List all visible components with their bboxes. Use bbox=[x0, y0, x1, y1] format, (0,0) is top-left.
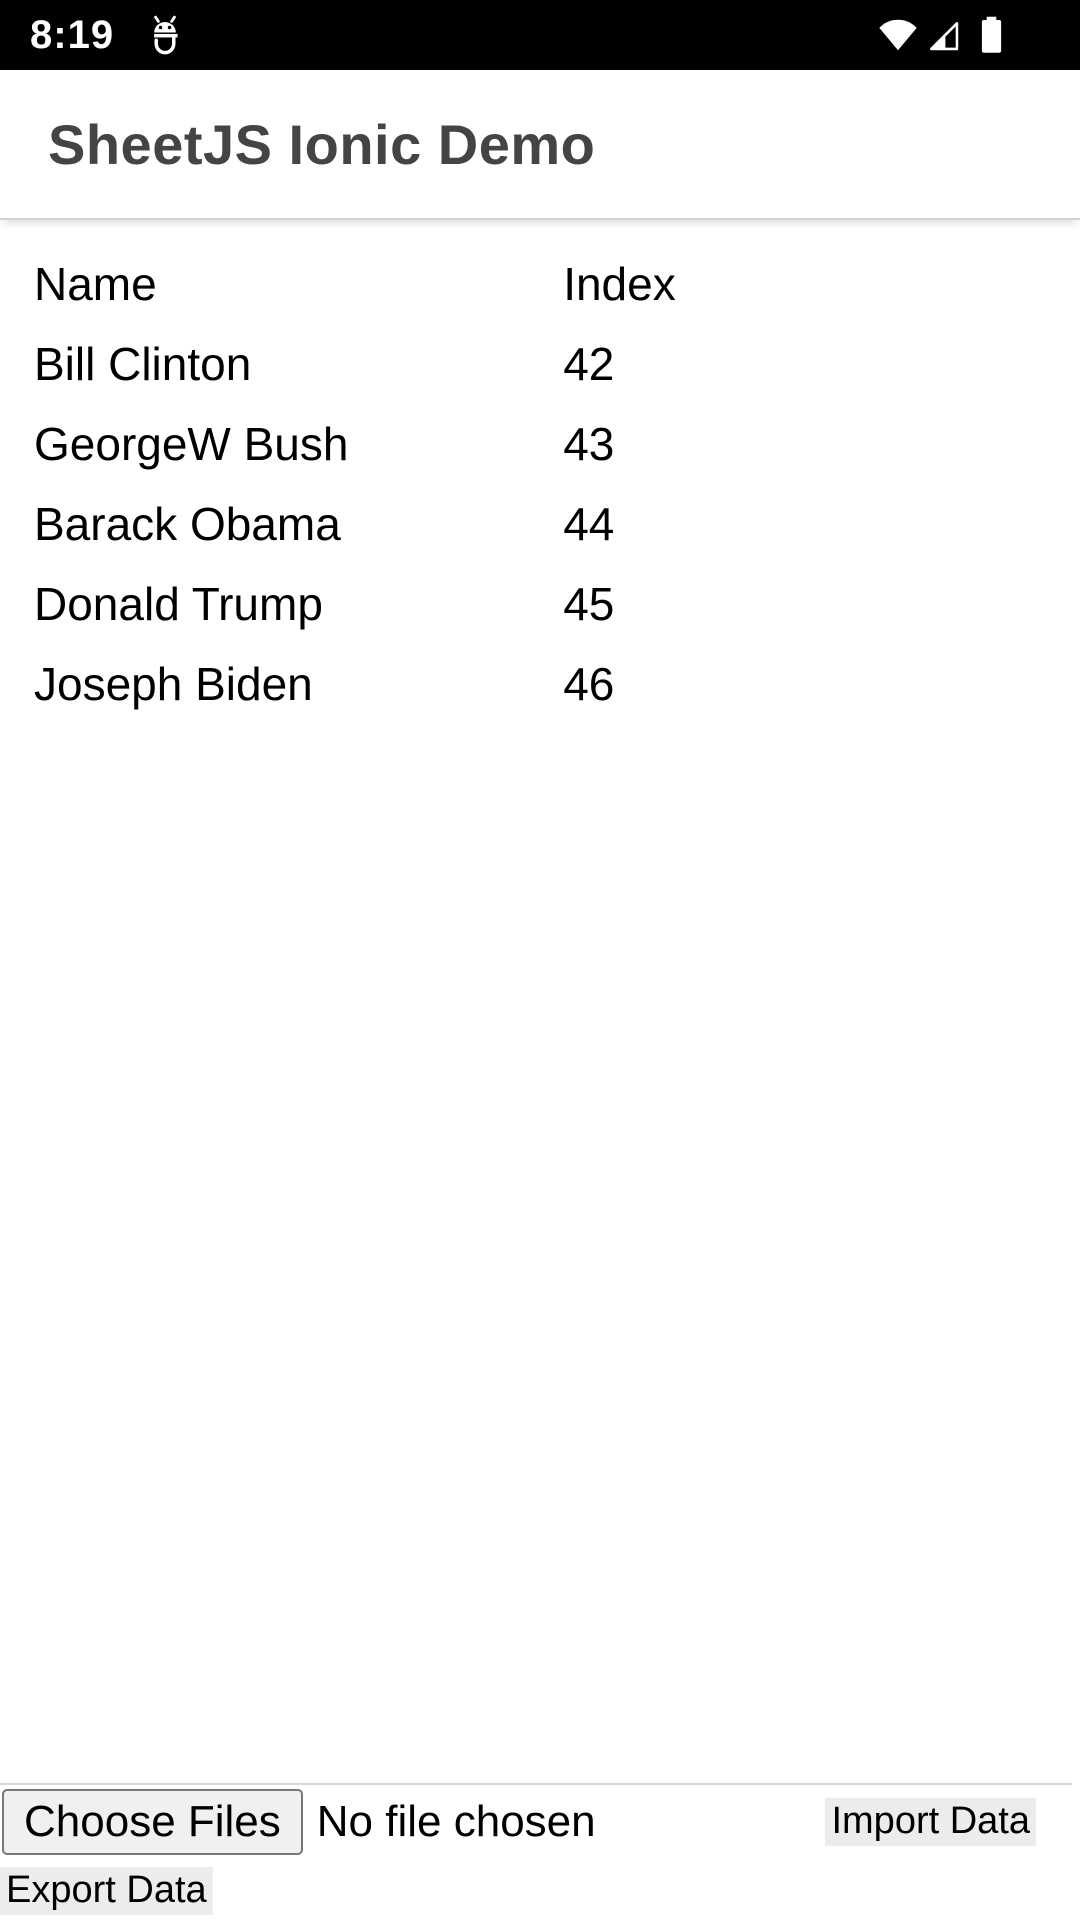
choose-files-button[interactable]: Choose Files bbox=[2, 1788, 303, 1856]
cell-name: GeorgeW Bush bbox=[34, 418, 349, 470]
file-chosen-status: No file chosen bbox=[316, 1797, 596, 1846]
cell-index: 43 bbox=[563, 418, 615, 470]
file-input-row: Choose Files No file chosen Import Data bbox=[2, 1788, 1080, 1856]
table-row: Bill Clinton 42 bbox=[0, 324, 1080, 404]
column-header-index: Index bbox=[563, 258, 676, 310]
footer-divider bbox=[0, 1782, 1072, 1785]
cell-index: 44 bbox=[563, 498, 615, 550]
footer-controls: Choose Files No file chosen Import Data … bbox=[0, 1782, 1080, 1920]
table-header-row: Name Index bbox=[0, 244, 1080, 324]
cell-index: 42 bbox=[563, 338, 615, 390]
cellular-signal-icon bbox=[925, 17, 961, 53]
export-row: Export Data bbox=[0, 1867, 1080, 1915]
table-row: GeorgeW Bush 43 bbox=[0, 404, 1080, 484]
export-data-button[interactable]: Export Data bbox=[0, 1867, 213, 1915]
battery-icon bbox=[979, 15, 1004, 55]
cell-index: 45 bbox=[563, 578, 615, 630]
status-icons-group bbox=[876, 15, 1080, 55]
cell-name: Joseph Biden bbox=[34, 658, 313, 710]
app-header: SheetJS Ionic Demo bbox=[0, 70, 1080, 220]
table-row: Barack Obama 44 bbox=[0, 484, 1080, 564]
cell-name: Donald Trump bbox=[34, 578, 323, 630]
import-data-button[interactable]: Import Data bbox=[825, 1798, 1036, 1846]
adb-debug-icon bbox=[144, 12, 186, 58]
cell-name: Barack Obama bbox=[34, 498, 341, 550]
status-bar: 8:19 bbox=[0, 0, 1080, 70]
presidents-table: Name Index Bill Clinton 42 GeorgeW Bush … bbox=[0, 244, 1080, 724]
column-header-name: Name bbox=[34, 258, 157, 310]
page-title: SheetJS Ionic Demo bbox=[48, 112, 596, 176]
table-row: Joseph Biden 46 bbox=[0, 644, 1080, 724]
wifi-icon bbox=[876, 17, 920, 53]
cell-index: 46 bbox=[563, 658, 615, 710]
table-row: Donald Trump 45 bbox=[0, 564, 1080, 644]
cell-name: Bill Clinton bbox=[34, 338, 252, 390]
status-time: 8:19 bbox=[30, 12, 115, 57]
